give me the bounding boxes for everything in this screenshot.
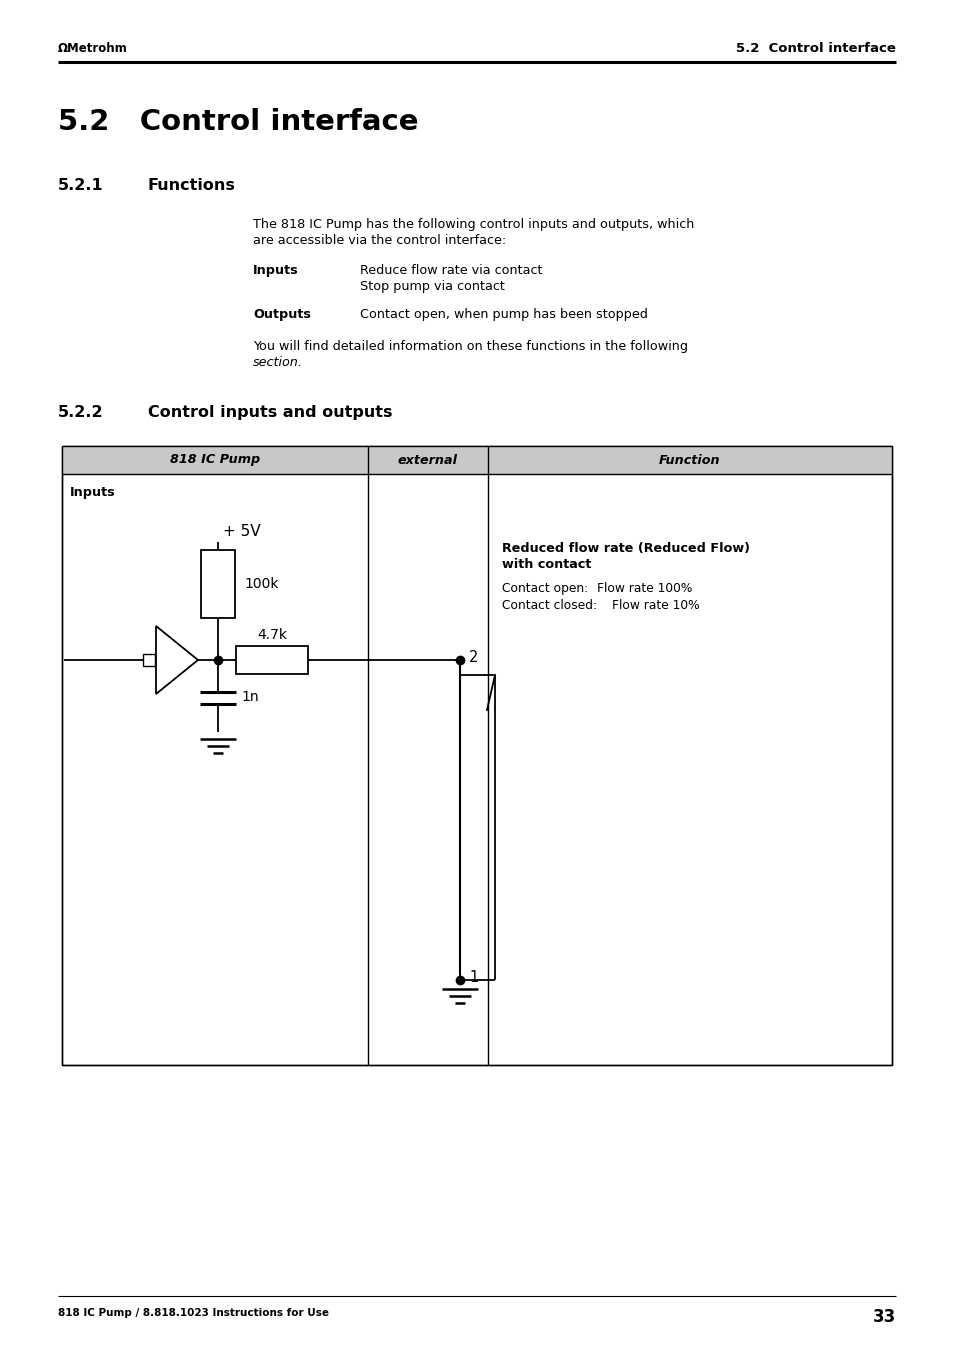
Text: 818 IC Pump / 8.818.1023 Instructions for Use: 818 IC Pump / 8.818.1023 Instructions fo… [58,1308,329,1319]
Text: Reduce flow rate via contact: Reduce flow rate via contact [359,263,542,277]
Text: Inputs: Inputs [70,486,115,499]
Text: Flow rate 10%: Flow rate 10% [612,598,699,612]
Text: Outputs: Outputs [253,308,311,322]
Text: ΩMetrohm: ΩMetrohm [58,42,128,54]
Bar [235,646,308,674]
Text: Reduced flow rate (Reduced Flow): Reduced flow rate (Reduced Flow) [501,542,749,555]
Text: with contact: with contact [501,558,591,571]
Text: 100k: 100k [244,577,278,590]
Text: Inputs: Inputs [253,263,298,277]
Text: section.: section. [253,357,302,369]
Text: 2: 2 [469,650,477,666]
Text: 5.2.1: 5.2.1 [58,178,104,193]
Text: Contact open, when pump has been stopped: Contact open, when pump has been stopped [359,308,647,322]
Text: external: external [397,454,457,466]
Text: 5.2  Control interface: 5.2 Control interface [736,42,895,54]
Bar [62,446,891,474]
Text: The 818 IC Pump has the following control inputs and outputs, which: The 818 IC Pump has the following contro… [253,218,694,231]
Bar [62,446,891,1065]
Text: 818 IC Pump: 818 IC Pump [170,454,260,466]
Text: Contact closed:: Contact closed: [501,598,597,612]
Bar [143,654,154,666]
Text: Control inputs and outputs: Control inputs and outputs [148,405,392,420]
Bar [201,550,234,617]
Text: Functions: Functions [148,178,235,193]
Text: 5.2.2: 5.2.2 [58,405,104,420]
Text: Stop pump via contact: Stop pump via contact [359,280,504,293]
Text: + 5V: + 5V [223,524,260,539]
Text: 1: 1 [469,970,477,985]
Text: Function: Function [659,454,720,466]
Text: 33: 33 [872,1308,895,1325]
Text: You will find detailed information on these functions in the following: You will find detailed information on th… [253,340,687,353]
Text: Contact open:: Contact open: [501,582,587,594]
Text: 5.2   Control interface: 5.2 Control interface [58,108,418,136]
Text: are accessible via the control interface:: are accessible via the control interface… [253,234,506,247]
Text: 4.7k: 4.7k [256,628,287,642]
Text: 1n: 1n [241,690,258,704]
Text: Flow rate 100%: Flow rate 100% [597,582,692,594]
